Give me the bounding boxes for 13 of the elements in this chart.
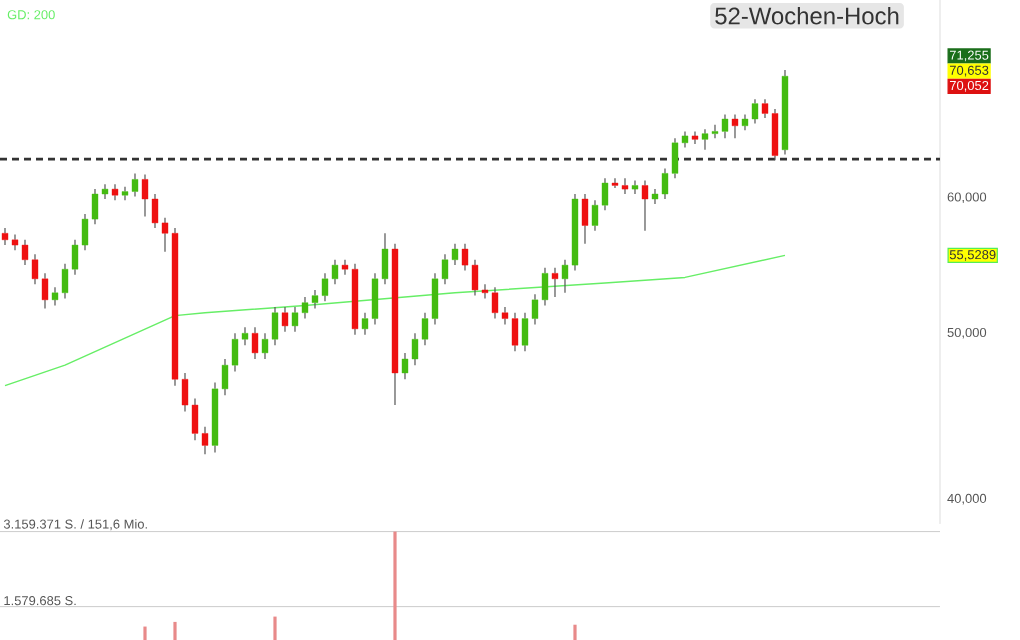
line-series	[4, 254, 786, 387]
candlestick	[281, 306, 289, 333]
candlestick	[551, 267, 559, 298]
candlestick	[391, 243, 399, 406]
candlestick	[581, 193, 589, 245]
candlestick	[731, 113, 739, 139]
candlestick	[111, 183, 119, 201]
candlestick	[641, 179, 649, 232]
ref-line-label: 52-Wochen-Hoch	[715, 6, 899, 25]
candlestick	[781, 69, 789, 156]
candlestick	[251, 326, 259, 360]
candlestick	[631, 179, 639, 195]
candlestick	[691, 130, 699, 145]
